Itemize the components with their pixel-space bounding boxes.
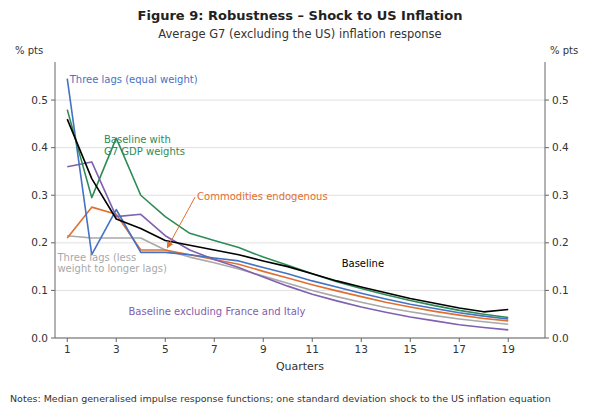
series-line <box>67 236 508 325</box>
series-label-line: Baseline <box>342 258 384 269</box>
grid-line <box>55 338 545 339</box>
x-axis-label: Quarters <box>276 360 324 373</box>
y2-tick <box>545 338 549 339</box>
x-tick <box>508 338 509 342</box>
grid <box>55 100 545 338</box>
series-label-line: Commodities endogenous <box>197 191 328 202</box>
x-tick <box>361 338 362 342</box>
y2-tick <box>545 195 549 196</box>
series-label-line: weight to longer lags) <box>57 263 167 274</box>
x-tick <box>459 338 460 342</box>
y-tick-label: 0.4 <box>31 141 48 153</box>
subtitle: Average G7 (excluding the US) inflation … <box>158 27 441 41</box>
notes: Notes: Median generalised impulse respon… <box>10 393 551 404</box>
chart: Figure 9: Robustness – Shock to US Infla… <box>0 0 600 411</box>
x-tick <box>214 338 215 342</box>
y-axis-label: % pts <box>15 45 43 56</box>
y2-tick-label: 0.2 <box>552 236 569 248</box>
x-tick-label: 1 <box>64 343 71 355</box>
y-tick-label: 0.3 <box>31 189 48 201</box>
y-tick-label: 0.5 <box>31 94 48 106</box>
series-label-line: Baseline with <box>104 134 171 145</box>
series-label: Baseline <box>342 258 384 269</box>
x-tick-label: 17 <box>453 343 466 355</box>
x-tick <box>312 338 313 342</box>
x-tick <box>67 338 68 342</box>
x-tick-label: 7 <box>211 343 218 355</box>
y2-tick <box>545 100 549 101</box>
y-tick <box>51 195 55 196</box>
y2-tick <box>545 290 549 291</box>
x-tick-label: 19 <box>502 343 515 355</box>
y2-tick-label: 0.0 <box>552 332 569 344</box>
x-tick-label: 5 <box>162 343 169 355</box>
grid-line <box>55 100 545 101</box>
x-tick-label: 13 <box>355 343 368 355</box>
series-label: Three lags (equal weight) <box>69 74 198 85</box>
y2-tick <box>545 242 549 243</box>
series-line <box>67 110 508 318</box>
x-axis-line <box>55 338 545 339</box>
series-label-line: G7 GDP weights <box>104 146 185 157</box>
x-tick <box>165 338 166 342</box>
axes: 1357911131517190.00.10.20.30.40.50.00.10… <box>31 62 569 355</box>
y2-tick-label: 0.4 <box>552 141 569 153</box>
x-tick <box>116 338 117 342</box>
series-label: Baseline withG7 GDP weights <box>104 134 185 157</box>
series-label: Three lags (lessweight to longer lags) <box>56 252 167 275</box>
y-tick <box>51 290 55 291</box>
annotation-arrow <box>167 197 195 248</box>
series-label: Commodities endogenous <box>197 191 328 202</box>
y2-axis-line <box>545 62 546 338</box>
y-tick <box>51 100 55 101</box>
y2-axis-label: % pts <box>550 45 578 56</box>
plot-area <box>67 79 508 330</box>
y2-tick-label: 0.3 <box>552 189 569 201</box>
series-label-line: Three lags (less <box>56 252 136 263</box>
series-label-line: Baseline excluding France and Italy <box>129 306 306 317</box>
x-tick <box>263 338 264 342</box>
x-tick-label: 15 <box>404 343 417 355</box>
x-tick-label: 9 <box>260 343 267 355</box>
series-label-line: Three lags (equal weight) <box>69 74 198 85</box>
x-tick <box>410 338 411 342</box>
x-tick-label: 11 <box>306 343 319 355</box>
y-tick-label: 0.2 <box>31 236 48 248</box>
y2-tick <box>545 147 549 148</box>
grid-line <box>55 242 545 243</box>
y-axis-line <box>55 62 56 338</box>
y-tick <box>51 147 55 148</box>
series-label: Baseline excluding France and Italy <box>129 306 306 317</box>
series-line <box>67 119 508 312</box>
y-tick <box>51 338 55 339</box>
y2-tick-label: 0.5 <box>552 94 569 106</box>
x-tick-label: 3 <box>113 343 120 355</box>
y-tick-label: 0.1 <box>31 284 48 296</box>
y2-tick-label: 0.1 <box>552 284 569 296</box>
annotations: Three lags (lessweight to longer lags) Co… <box>56 74 384 317</box>
series-line <box>67 79 508 319</box>
y-tick <box>51 242 55 243</box>
y-tick-label: 0.0 <box>31 332 48 344</box>
title: Figure 9: Robustness – Shock to US Infla… <box>138 8 463 23</box>
